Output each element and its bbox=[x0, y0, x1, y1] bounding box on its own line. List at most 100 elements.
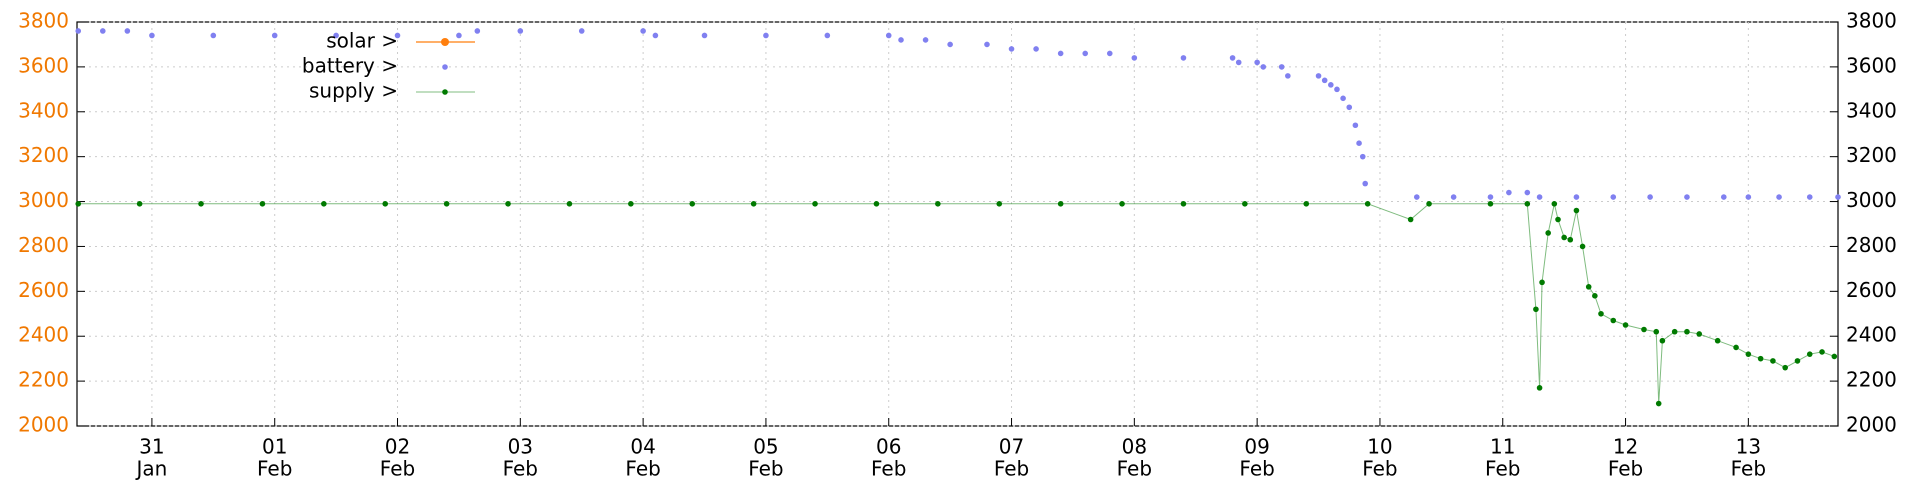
y-tick-label: 3400 bbox=[18, 98, 69, 122]
x-tick-label: Feb bbox=[380, 457, 415, 481]
data-point bbox=[1356, 140, 1362, 146]
data-point bbox=[1413, 194, 1420, 200]
data-point bbox=[1720, 194, 1727, 200]
data-point bbox=[1082, 50, 1089, 57]
data-point bbox=[1567, 236, 1574, 243]
data-point bbox=[1057, 201, 1064, 207]
y-tick-label: 2400 bbox=[18, 323, 69, 347]
data-point bbox=[149, 32, 155, 39]
legend-marker bbox=[441, 38, 449, 46]
data-point bbox=[1806, 194, 1813, 200]
data-point bbox=[1745, 351, 1752, 357]
x-tick-label: Feb bbox=[994, 457, 1029, 481]
y2-tick-label: 3200 bbox=[1846, 143, 1897, 167]
data-point bbox=[1242, 201, 1248, 207]
x-tick-label: 02 bbox=[385, 435, 410, 459]
data-point bbox=[394, 32, 401, 39]
data-point bbox=[873, 201, 880, 207]
x-tick-label: Feb bbox=[1117, 457, 1152, 481]
data-point bbox=[1545, 230, 1551, 236]
y2-tick-label: 3600 bbox=[1846, 53, 1897, 77]
data-point bbox=[1671, 328, 1678, 335]
x-tick-label: 11 bbox=[1490, 435, 1515, 459]
x-tick-label: 07 bbox=[999, 435, 1024, 459]
data-point bbox=[1536, 385, 1543, 391]
data-point bbox=[1539, 279, 1545, 286]
data-point bbox=[812, 201, 818, 207]
data-point bbox=[1254, 59, 1260, 66]
data-point bbox=[1585, 284, 1592, 290]
data-point bbox=[1610, 317, 1617, 324]
data-point bbox=[1770, 358, 1776, 364]
plot-border bbox=[76, 21, 1839, 427]
data-point bbox=[1303, 201, 1310, 207]
series-line bbox=[78, 203, 1835, 404]
y2-tick-label: 2600 bbox=[1846, 278, 1897, 302]
x-tick-label: Feb bbox=[1362, 457, 1397, 481]
data-point bbox=[1131, 55, 1138, 61]
data-point bbox=[824, 32, 831, 39]
x-tick-label: Feb bbox=[748, 457, 783, 481]
data-point bbox=[1321, 77, 1328, 84]
data-point bbox=[382, 201, 389, 207]
data-point bbox=[1352, 122, 1359, 129]
y2-tick-label: 2800 bbox=[1846, 233, 1897, 257]
data-point bbox=[210, 32, 217, 39]
y-tick-label: 2000 bbox=[18, 413, 69, 437]
data-point bbox=[885, 32, 892, 39]
data-point bbox=[517, 28, 524, 34]
data-point bbox=[1684, 328, 1690, 335]
data-point bbox=[1106, 50, 1113, 57]
data-point bbox=[1831, 353, 1838, 360]
y2-tick-label: 3800 bbox=[1846, 9, 1897, 33]
data-point bbox=[566, 201, 573, 207]
data-point bbox=[1684, 194, 1690, 200]
y-tick-label: 3200 bbox=[18, 143, 69, 167]
data-point bbox=[505, 201, 511, 207]
data-point bbox=[1555, 216, 1561, 223]
x-tick-label: Feb bbox=[871, 457, 906, 481]
data-point bbox=[1622, 322, 1629, 328]
data-point bbox=[1285, 73, 1291, 79]
y2-tick-label: 2400 bbox=[1846, 323, 1897, 347]
data-point bbox=[701, 32, 708, 39]
data-point bbox=[1278, 64, 1285, 70]
data-point bbox=[1598, 310, 1604, 317]
data-point bbox=[1524, 189, 1531, 196]
data-point bbox=[1573, 194, 1580, 200]
data-point bbox=[1536, 194, 1543, 200]
data-point bbox=[1641, 326, 1647, 333]
data-point bbox=[1835, 194, 1841, 200]
x-tick-label: Feb bbox=[1731, 457, 1766, 481]
data-point bbox=[1551, 201, 1558, 207]
data-point bbox=[1229, 55, 1236, 61]
data-point bbox=[1407, 216, 1414, 223]
data-point bbox=[1180, 55, 1187, 61]
x-tick-label: Feb bbox=[257, 457, 292, 481]
data-point bbox=[1610, 194, 1617, 200]
x-tick-label: Feb bbox=[1239, 457, 1274, 481]
data-point bbox=[1647, 194, 1653, 200]
data-point bbox=[1782, 364, 1788, 371]
x-tick-label: Feb bbox=[625, 457, 660, 481]
data-point bbox=[1346, 104, 1353, 111]
y-tick-label: 2200 bbox=[18, 368, 69, 392]
x-tick-label: Feb bbox=[503, 457, 538, 481]
data-point bbox=[1745, 194, 1752, 200]
data-point bbox=[1806, 351, 1813, 357]
data-point bbox=[75, 201, 82, 207]
x-tick-label: 31 bbox=[139, 435, 164, 459]
data-point bbox=[1579, 243, 1586, 250]
data-point bbox=[578, 28, 585, 34]
x-tick-label: 09 bbox=[1244, 435, 1269, 459]
data-point bbox=[1714, 337, 1721, 344]
y2-tick-label: 3400 bbox=[1846, 98, 1897, 122]
data-point bbox=[1180, 201, 1187, 207]
data-point bbox=[1340, 95, 1346, 102]
data-point bbox=[1776, 194, 1782, 200]
data-point bbox=[1757, 355, 1764, 362]
data-point bbox=[922, 37, 929, 43]
data-point bbox=[1659, 337, 1666, 344]
y2-tick-label: 3000 bbox=[1846, 188, 1897, 212]
data-point bbox=[1362, 180, 1369, 187]
